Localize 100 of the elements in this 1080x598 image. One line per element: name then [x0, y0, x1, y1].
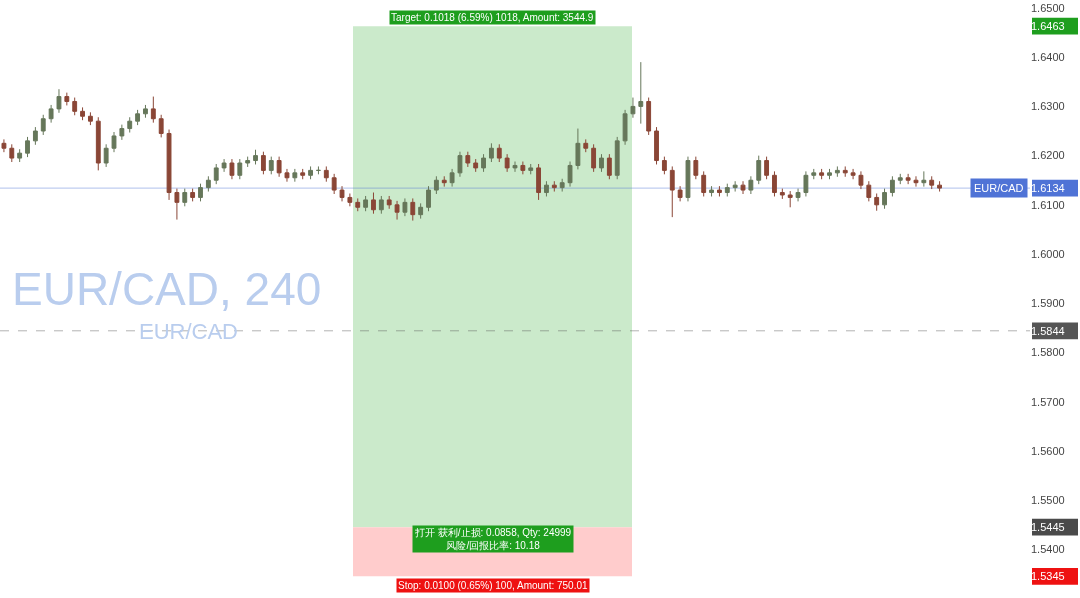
candlestick	[339, 185, 345, 202]
y-tick-label: 1.5900	[1031, 297, 1065, 310]
candlestick	[889, 175, 895, 197]
candlestick	[72, 97, 78, 116]
candlestick	[709, 185, 714, 197]
candlestick	[654, 126, 659, 165]
candlestick	[40, 114, 46, 136]
candlestick	[834, 165, 840, 178]
y-tick-label: 1.6300	[1031, 100, 1065, 113]
candlestick	[504, 153, 510, 173]
y-tick-label: 1.5700	[1031, 395, 1065, 408]
candlestick	[355, 197, 361, 212]
candlestick	[127, 116, 133, 133]
candlestick	[64, 92, 70, 106]
candlestick	[803, 170, 809, 197]
candlestick	[481, 153, 486, 173]
candlestick	[488, 142, 494, 163]
candlestick	[418, 202, 424, 220]
candlestick	[512, 161, 518, 173]
y-tick-label: 1.5600	[1031, 444, 1065, 457]
y-tick-label: 1.5445	[1031, 520, 1065, 533]
candlestick	[693, 156, 699, 180]
candlestick	[606, 153, 612, 180]
candlestick	[48, 104, 54, 124]
y-tick-label: 1.5400	[1031, 543, 1065, 556]
candlestick	[253, 149, 258, 165]
candlestick	[229, 158, 235, 180]
candlestick	[260, 151, 266, 175]
candlestick	[567, 161, 573, 188]
candlestick	[323, 165, 329, 183]
y-tick-label: 1.6463	[1031, 20, 1065, 33]
candlestick	[756, 155, 762, 185]
candlestick	[732, 180, 738, 193]
candlestick	[677, 185, 683, 202]
candlestick	[308, 165, 313, 180]
candlestick	[441, 175, 447, 188]
candlestick	[897, 173, 903, 185]
candlestick	[87, 111, 93, 126]
candlestick	[599, 153, 604, 173]
candlestick	[929, 175, 935, 190]
candlestick	[850, 168, 856, 180]
band-label: Target: 0.1018 (6.59%) 1018, Amount: 3544.9	[391, 12, 594, 23]
candlestick	[496, 143, 502, 163]
candlestick	[764, 156, 770, 180]
candlestick	[198, 183, 203, 202]
y-tick-label: 1.5800	[1031, 346, 1065, 359]
candlestick	[473, 158, 479, 173]
candlestick	[449, 168, 455, 188]
candlestick	[1, 138, 7, 153]
candlestick	[536, 163, 542, 201]
candlestick	[520, 161, 526, 175]
candlestick	[575, 128, 581, 170]
candlestick	[237, 158, 243, 180]
candlestick	[819, 168, 825, 180]
candlestick	[630, 97, 636, 119]
candlestick	[56, 88, 62, 114]
candlestick	[465, 151, 471, 168]
candlestick	[174, 188, 180, 221]
candlestick	[25, 136, 30, 158]
candlestick	[300, 168, 306, 180]
candlestick	[433, 175, 439, 195]
candlestick	[685, 156, 691, 202]
candlestick	[426, 185, 431, 212]
candlestick	[913, 175, 919, 188]
candlestick	[378, 195, 384, 215]
candlestick	[661, 156, 667, 175]
candlestick	[811, 168, 817, 180]
candlestick	[119, 124, 125, 141]
candlestick	[292, 168, 298, 183]
candlestick	[316, 165, 321, 175]
candlestick	[245, 156, 251, 168]
y-tick-label: 1.5345	[1031, 570, 1065, 583]
candlestick	[95, 116, 101, 171]
candlestick	[717, 185, 722, 197]
candlestick	[190, 188, 196, 202]
candlestick	[528, 163, 534, 175]
annotation: EUR/CAD, 240	[12, 263, 322, 315]
candlestick	[9, 143, 15, 163]
candlestick	[276, 156, 282, 178]
candlestick	[827, 168, 832, 180]
ref-line-label: EUR/CAD	[974, 182, 1024, 194]
candlestick	[213, 163, 219, 185]
candlestick	[795, 188, 801, 202]
y-tick-label: 1.6100	[1031, 198, 1065, 211]
annotation: EUR/CAD	[139, 319, 239, 344]
candlestick	[583, 138, 589, 153]
candlestick	[842, 165, 848, 178]
candlestick	[701, 170, 707, 197]
candlestick	[347, 193, 353, 207]
candlestick	[143, 104, 148, 119]
candlestick	[221, 158, 227, 173]
candlestick	[779, 188, 785, 200]
candlestick	[158, 114, 164, 138]
y-tick-label: 1.6134	[1031, 181, 1065, 194]
candlestick	[135, 109, 141, 126]
candlestick	[150, 96, 156, 124]
candlestick	[921, 170, 927, 188]
candlestick	[591, 143, 597, 173]
y-tick-label: 1.6000	[1031, 247, 1065, 260]
candlestick	[772, 170, 777, 197]
